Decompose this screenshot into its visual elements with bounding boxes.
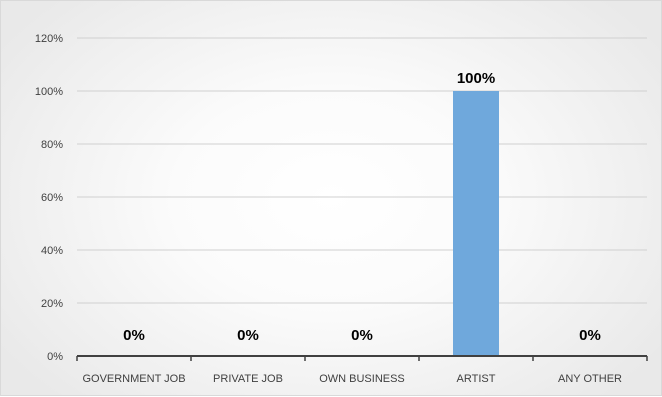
y-axis-tick-labels: 0% 20% 40% 60% 80% 100% 120% — [35, 33, 63, 363]
x-tick-label: OWN BUSINESS — [319, 373, 405, 385]
data-label: 100% — [457, 70, 495, 87]
y-tick-label: 60% — [41, 192, 63, 204]
y-tick-label: 100% — [35, 86, 63, 98]
data-label: 0% — [351, 327, 373, 344]
y-tick-label: 20% — [41, 298, 63, 310]
data-label: 0% — [237, 327, 259, 344]
x-tick-label: PRIVATE JOB — [213, 373, 283, 385]
bars — [453, 91, 499, 356]
x-tick-label: ARTIST — [457, 373, 496, 385]
y-tick-label: 40% — [41, 245, 63, 257]
data-label: 0% — [123, 327, 145, 344]
data-labels: 0% 0% 0% 100% 0% — [123, 70, 601, 344]
x-tick-label: ANY OTHER — [558, 373, 622, 385]
bar — [453, 91, 499, 356]
y-tick-label: 0% — [47, 351, 63, 363]
y-tick-label: 120% — [35, 33, 63, 45]
gridlines — [77, 37, 647, 304]
x-axis — [76, 355, 648, 361]
data-label: 0% — [579, 327, 601, 344]
x-axis-category-labels: GOVERNMENT JOB PRIVATE JOB OWN BUSINESS ART… — [82, 373, 622, 385]
x-tick-label: GOVERNMENT JOB — [82, 373, 185, 385]
y-tick-label: 80% — [41, 139, 63, 151]
